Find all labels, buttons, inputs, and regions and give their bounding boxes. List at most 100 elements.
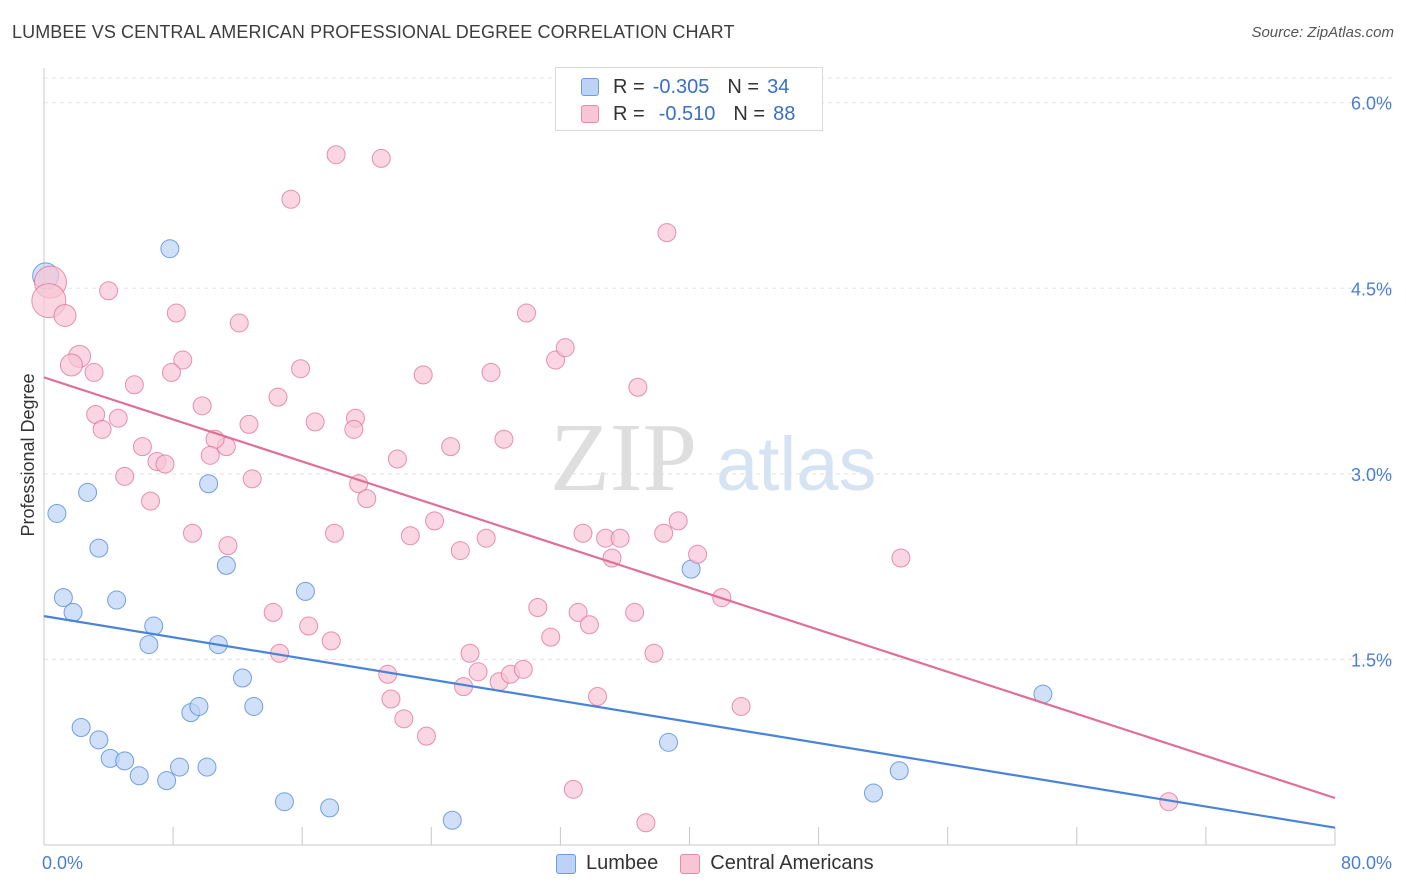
data-point bbox=[555, 338, 575, 358]
y-tick-label: 1.5% bbox=[1351, 650, 1392, 670]
data-point bbox=[84, 362, 104, 382]
watermark-atlas: atlas bbox=[716, 422, 877, 507]
legend-r-value: -0.510 bbox=[658, 102, 716, 125]
trend-lines bbox=[43, 376, 1336, 829]
series-legend-lumbee: Lumbee bbox=[556, 852, 658, 875]
watermark: ZIP atlas bbox=[550, 404, 877, 512]
data-point bbox=[92, 419, 112, 439]
data-point bbox=[326, 145, 346, 165]
data-point bbox=[53, 588, 73, 608]
data-point bbox=[568, 602, 588, 622]
data-point bbox=[268, 387, 288, 407]
data-point bbox=[218, 536, 238, 556]
data-point bbox=[636, 813, 656, 833]
data-point bbox=[668, 511, 688, 531]
data-point bbox=[494, 429, 514, 449]
data-point bbox=[197, 757, 217, 777]
data-point bbox=[71, 717, 91, 737]
data-point bbox=[657, 223, 677, 243]
data-point bbox=[281, 189, 301, 209]
data-point bbox=[400, 526, 420, 546]
data-point bbox=[321, 631, 341, 651]
data-point bbox=[324, 523, 344, 543]
data-point bbox=[528, 597, 548, 617]
data-point bbox=[628, 377, 648, 397]
data-point bbox=[108, 408, 128, 428]
data-point bbox=[216, 555, 236, 575]
data-point bbox=[476, 528, 496, 548]
data-point bbox=[425, 511, 445, 531]
series-legend-central-americans: Central Americans bbox=[680, 852, 874, 875]
data-point bbox=[78, 482, 98, 502]
series-central-americans bbox=[31, 145, 1179, 833]
data-points bbox=[31, 145, 1179, 833]
data-point bbox=[413, 365, 433, 385]
data-point bbox=[450, 541, 470, 561]
data-point bbox=[199, 474, 219, 494]
data-point bbox=[155, 454, 175, 474]
gridlines bbox=[44, 77, 1392, 660]
data-point bbox=[173, 350, 193, 370]
data-point bbox=[274, 792, 294, 812]
series-swatch-lumbee bbox=[556, 853, 576, 874]
data-point bbox=[460, 643, 480, 663]
chart-source: Source: ZipAtlas.com bbox=[1251, 24, 1394, 41]
data-point bbox=[320, 798, 340, 818]
legend-n-value: 34 bbox=[767, 75, 790, 98]
data-point bbox=[863, 783, 883, 803]
data-point bbox=[170, 757, 190, 777]
data-point bbox=[394, 709, 414, 729]
legend-r-label: R = bbox=[613, 75, 645, 98]
data-point bbox=[115, 466, 135, 486]
data-point bbox=[416, 726, 436, 746]
trend-line bbox=[43, 376, 1336, 800]
data-point bbox=[659, 732, 679, 752]
data-point bbox=[387, 449, 407, 469]
data-point bbox=[160, 239, 180, 259]
data-point bbox=[731, 696, 751, 716]
data-point bbox=[299, 616, 319, 636]
data-point bbox=[563, 779, 583, 799]
data-point bbox=[132, 437, 152, 457]
legend-n-label: N = bbox=[727, 75, 760, 98]
data-point bbox=[189, 696, 209, 716]
data-point bbox=[232, 668, 252, 688]
data-point bbox=[481, 362, 501, 382]
correlation-legend: R = -0.305 N = 34 R = -0.510 N = 88 bbox=[555, 67, 823, 131]
data-point bbox=[381, 689, 401, 709]
data-point bbox=[53, 304, 77, 328]
data-point bbox=[89, 730, 109, 750]
data-point bbox=[305, 412, 325, 432]
data-point bbox=[139, 635, 159, 655]
data-point bbox=[291, 359, 311, 379]
data-point bbox=[242, 469, 262, 489]
x-tick-label: 80.0% bbox=[1341, 853, 1392, 873]
data-point bbox=[441, 437, 461, 457]
data-point bbox=[157, 771, 177, 791]
data-point bbox=[889, 761, 909, 781]
data-point bbox=[344, 419, 364, 439]
data-point bbox=[239, 414, 259, 434]
data-point bbox=[229, 313, 249, 333]
data-point bbox=[688, 544, 708, 564]
series-legend: Lumbee Central Americans bbox=[556, 852, 896, 875]
data-point bbox=[579, 615, 599, 635]
series-label-lumbee: Lumbee bbox=[586, 852, 659, 874]
legend-n-value: 88 bbox=[773, 102, 796, 125]
data-point bbox=[517, 303, 537, 323]
legend-r-value: -0.305 bbox=[652, 75, 710, 98]
data-point bbox=[141, 491, 161, 511]
y-tick-label: 6.0% bbox=[1351, 94, 1392, 114]
y-tick-label: 4.5% bbox=[1351, 279, 1392, 299]
legend-row-lumbee: R = -0.305 N = 34 bbox=[581, 75, 789, 99]
data-point bbox=[47, 503, 67, 523]
data-point bbox=[468, 662, 488, 682]
data-point bbox=[244, 696, 264, 716]
data-point bbox=[107, 590, 127, 610]
data-point bbox=[263, 602, 283, 622]
data-point bbox=[192, 396, 212, 416]
data-point bbox=[129, 766, 149, 786]
data-point bbox=[295, 581, 315, 601]
data-point bbox=[654, 523, 674, 543]
